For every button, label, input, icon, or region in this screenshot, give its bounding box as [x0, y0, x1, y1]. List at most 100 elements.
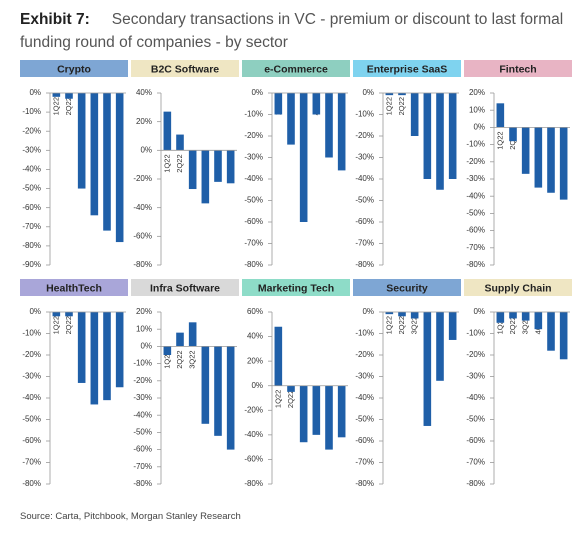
bar	[115, 93, 124, 243]
bar	[385, 312, 394, 315]
x-tick-label: 3Q22	[410, 316, 419, 334]
y-tick-label: -50%	[22, 184, 41, 193]
y-tick-label: -30%	[133, 393, 152, 402]
y-tick-label: -50%	[466, 209, 485, 218]
y-tick-label: -30%	[466, 174, 485, 183]
y-tick-label: -20%	[466, 157, 485, 166]
y-tick-label: -30%	[244, 153, 263, 162]
y-tick-label: -30%	[466, 372, 485, 381]
bar	[90, 312, 99, 405]
y-tick-label: -30%	[355, 372, 374, 381]
panel-header	[464, 60, 572, 77]
bar	[176, 134, 184, 151]
y-tick-label: -70%	[355, 458, 374, 467]
bar	[410, 93, 419, 136]
y-tick-label: -10%	[466, 329, 485, 338]
y-tick-label: -10%	[22, 107, 41, 116]
bar	[201, 150, 210, 204]
y-tick-label: -70%	[355, 239, 374, 248]
x-tick-label: 2Q22	[397, 97, 406, 115]
y-tick-label: -70%	[133, 462, 152, 471]
y-tick-label: -10%	[355, 110, 374, 119]
x-tick-label: 1Q22	[384, 97, 393, 115]
bar	[65, 93, 73, 99]
y-tick-label: -20%	[133, 376, 152, 385]
panel-header	[242, 60, 350, 77]
y-tick-label: -70%	[244, 239, 263, 248]
y-tick-label: 0%	[473, 123, 485, 132]
y-tick-label: -60%	[355, 217, 374, 226]
y-tick-label: -40%	[244, 430, 263, 439]
bar	[448, 93, 457, 179]
bar	[52, 312, 61, 317]
y-tick-label: -60%	[22, 203, 41, 212]
panel-header	[20, 60, 128, 77]
y-tick-label: -30%	[22, 145, 41, 154]
y-tick-label: -80%	[133, 260, 152, 269]
bar	[287, 385, 295, 392]
y-tick-label: -90%	[22, 260, 41, 269]
y-tick-label: -80%	[355, 479, 374, 488]
y-tick-label: 0%	[251, 88, 263, 97]
y-tick-label: 0%	[29, 88, 41, 97]
bar	[337, 385, 346, 438]
y-tick-label: -80%	[466, 479, 485, 488]
y-tick-label: -20%	[22, 350, 41, 359]
bar	[325, 93, 333, 158]
x-tick-label: 2Q22	[64, 316, 73, 334]
y-tick-label: -60%	[22, 436, 41, 445]
y-tick-label: -50%	[355, 415, 374, 424]
panel-header	[131, 279, 239, 296]
heading: Exhibit 7: Secondary transactions in VC -…	[20, 8, 575, 54]
x-tick-label: 1Q22	[495, 131, 504, 149]
y-tick-label: 0%	[473, 307, 485, 316]
panel-header	[20, 279, 128, 296]
source: Source: Carta, Pitchbook, Morgan Stanley…	[20, 511, 241, 522]
y-tick-label: 20%	[136, 117, 152, 126]
y-tick-label: -50%	[466, 415, 485, 424]
y-tick-label: -80%	[244, 479, 263, 488]
bar	[547, 127, 555, 193]
bar	[115, 312, 124, 388]
bar	[521, 312, 530, 321]
bar	[274, 326, 283, 386]
y-tick-label: -60%	[244, 217, 263, 226]
y-tick-label: 20%	[247, 356, 263, 365]
y-tick-label: -20%	[355, 131, 374, 140]
y-tick-label: -40%	[355, 393, 374, 402]
y-tick-label: 20%	[469, 88, 485, 97]
bar	[436, 93, 444, 190]
y-tick-label: 40%	[247, 332, 263, 341]
x-tick-label: 3Q22	[521, 316, 530, 334]
y-tick-label: -40%	[244, 174, 263, 183]
bar	[312, 385, 321, 435]
panel-header	[353, 279, 461, 296]
bar	[496, 312, 505, 323]
y-tick-label: -30%	[22, 372, 41, 381]
y-tick-label: -50%	[133, 428, 152, 437]
bar	[103, 312, 111, 401]
x-tick-label: 2Q22	[64, 97, 73, 115]
panel-header	[242, 279, 350, 296]
chart-title: Secondary transactions in VC - premium o…	[20, 11, 564, 51]
y-tick-label: -50%	[244, 196, 263, 205]
bar	[90, 93, 99, 216]
y-tick-label: -80%	[355, 260, 374, 269]
x-tick-label: 1Q22	[51, 316, 60, 334]
bar	[436, 312, 444, 381]
y-tick-label: 10%	[469, 105, 485, 114]
y-tick-label: -20%	[244, 131, 263, 140]
bar	[163, 111, 172, 151]
y-tick-label: -80%	[22, 479, 41, 488]
y-tick-label: -80%	[133, 479, 152, 488]
y-tick-label: -80%	[466, 260, 485, 269]
x-tick-label: 1Q22	[273, 390, 282, 408]
bar	[509, 312, 517, 319]
y-tick-label: -60%	[466, 436, 485, 445]
y-tick-label: -40%	[133, 203, 152, 212]
exhibit-label: Exhibit 7:	[20, 11, 90, 28]
y-tick-label: -20%	[244, 405, 263, 414]
y-tick-label: -20%	[355, 350, 374, 359]
bar	[287, 93, 295, 145]
